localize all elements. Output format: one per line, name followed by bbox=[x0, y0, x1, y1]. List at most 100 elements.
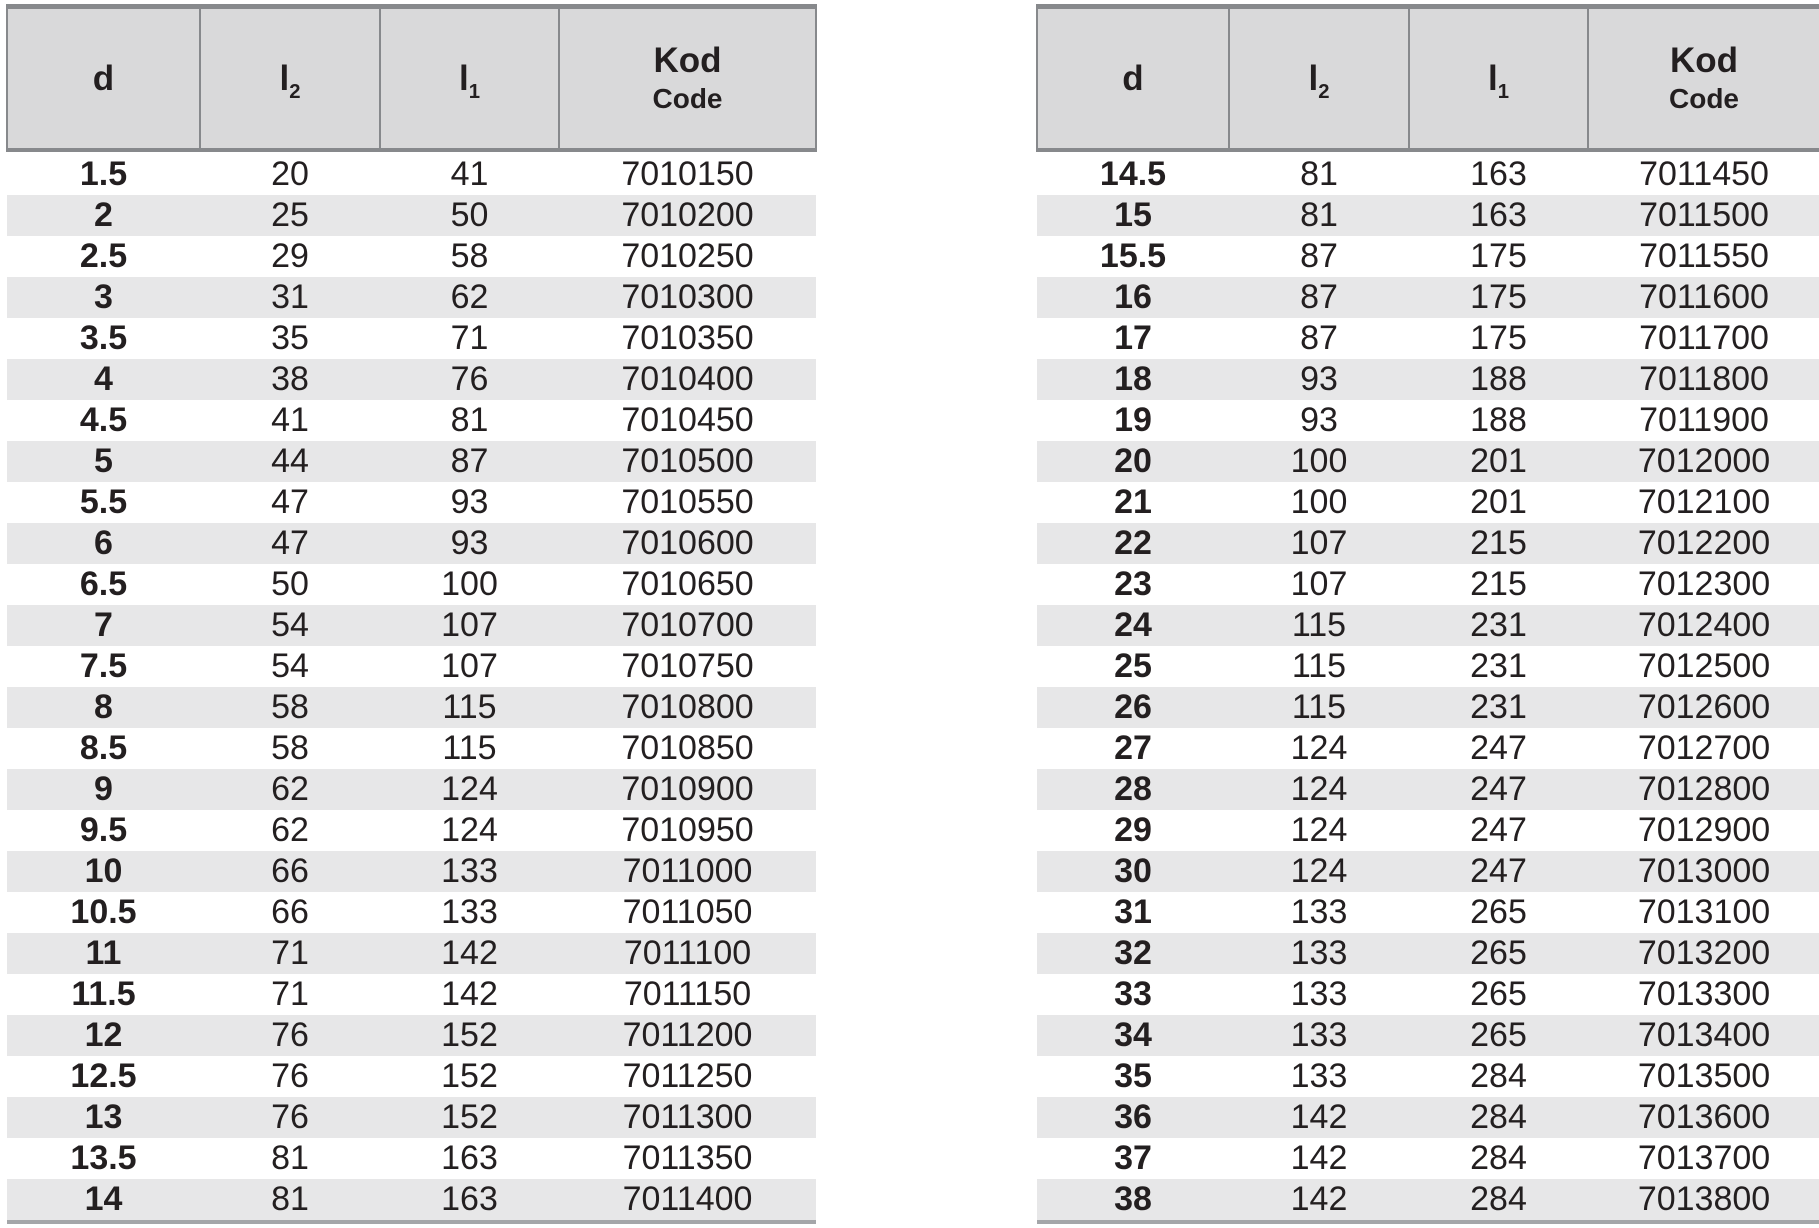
header-kod: Kod Code bbox=[1587, 4, 1819, 152]
cell-l1: 175 bbox=[1470, 278, 1527, 316]
table-row: 14.5 81 163 7011450 bbox=[1037, 150, 1819, 195]
cell-d: 5.5 bbox=[79, 483, 128, 521]
cell-d: 10.5 bbox=[70, 893, 137, 931]
cell-code: 7013600 bbox=[1637, 1098, 1771, 1136]
cell-l1: 115 bbox=[442, 688, 497, 726]
left-table-body: 1.5 20 41 7010150 2 25 50 7010200 2.5 29 58 7010250… bbox=[7, 150, 816, 1224]
cell-l1: 231 bbox=[1470, 688, 1527, 726]
cell-d: 7 bbox=[94, 606, 113, 644]
cell-l2: 76 bbox=[271, 1057, 309, 1095]
cell-code: 7012900 bbox=[1637, 811, 1771, 849]
cell-l2: 124 bbox=[1290, 729, 1348, 767]
cell-l1: 115 bbox=[442, 729, 497, 767]
cell-d: 26 bbox=[1114, 688, 1152, 726]
cell-d: 36 bbox=[1114, 1098, 1152, 1136]
cell-d: 17 bbox=[1114, 319, 1152, 357]
table-row: 16 87 175 7011600 bbox=[1037, 277, 1819, 318]
table-row: 30 124 247 7013000 bbox=[1037, 851, 1819, 892]
cell-d: 30 bbox=[1114, 852, 1152, 890]
table-row: 4.5 41 81 7010450 bbox=[7, 400, 816, 441]
cell-d: 7.5 bbox=[79, 647, 128, 685]
cell-l2: 29 bbox=[271, 237, 309, 275]
header-l2-label: l bbox=[279, 58, 290, 98]
table-row: 15.5 87 175 7011550 bbox=[1037, 236, 1819, 277]
cell-d: 8.5 bbox=[79, 729, 128, 767]
cell-l1: 41 bbox=[450, 155, 489, 193]
cell-l2: 76 bbox=[271, 1016, 309, 1054]
cell-l2: 133 bbox=[1290, 934, 1348, 972]
cell-code: 7010800 bbox=[621, 688, 754, 726]
header-l2: l2 bbox=[199, 4, 381, 152]
cell-d: 15 bbox=[1114, 196, 1152, 234]
cell-l1: 93 bbox=[450, 524, 489, 562]
table-row: 21 100 201 7012100 bbox=[1037, 482, 1819, 523]
cell-l1: 284 bbox=[1470, 1057, 1527, 1095]
cell-d: 9.5 bbox=[79, 811, 128, 849]
cell-code: 7013200 bbox=[1637, 934, 1771, 972]
cell-l1: 188 bbox=[1470, 401, 1527, 439]
cell-l2: 133 bbox=[1290, 1057, 1348, 1095]
cell-l1: 201 bbox=[1470, 442, 1527, 480]
cell-l2: 54 bbox=[271, 606, 309, 644]
cell-code: 7013500 bbox=[1637, 1057, 1771, 1095]
table-row: 18 93 188 7011800 bbox=[1037, 359, 1819, 400]
cell-l1: 265 bbox=[1470, 893, 1527, 931]
header-code-label: Code bbox=[1669, 82, 1739, 114]
cell-d: 2 bbox=[94, 196, 113, 234]
cell-code: 7012700 bbox=[1637, 729, 1771, 767]
cell-l2: 25 bbox=[271, 196, 309, 234]
header-kod: Kod Code bbox=[558, 4, 817, 152]
right-table-header: d l2 l1 Kod Code bbox=[1036, 4, 1819, 152]
table-row: 17 87 175 7011700 bbox=[1037, 318, 1819, 359]
cell-l2: 47 bbox=[271, 483, 309, 521]
header-l2-label: l bbox=[1308, 58, 1319, 98]
cell-code: 7012100 bbox=[1637, 483, 1771, 521]
cell-code: 7012000 bbox=[1637, 442, 1771, 480]
cell-l1: 163 bbox=[1470, 155, 1527, 193]
cell-d: 27 bbox=[1114, 729, 1152, 767]
cell-l2: 107 bbox=[1290, 565, 1348, 603]
cell-l1: 100 bbox=[441, 565, 498, 603]
cell-l2: 58 bbox=[271, 688, 309, 726]
cell-d: 11 bbox=[85, 934, 122, 972]
cell-l2: 41 bbox=[271, 401, 309, 439]
cell-l2: 124 bbox=[1290, 770, 1348, 808]
cell-d: 37 bbox=[1114, 1139, 1152, 1177]
cell-code: 7011800 bbox=[1639, 360, 1769, 398]
table-row: 35 133 284 7013500 bbox=[1037, 1056, 1819, 1097]
cell-l2: 66 bbox=[271, 893, 309, 931]
table-row: 4 38 76 7010400 bbox=[7, 359, 816, 400]
cell-l2: 38 bbox=[271, 360, 309, 398]
table-row: 13 76 152 7011300 bbox=[7, 1097, 816, 1138]
header-row: d l2 l1 Kod Code bbox=[1036, 4, 1819, 152]
cell-l2: 142 bbox=[1290, 1098, 1348, 1136]
cell-code: 7011250 bbox=[622, 1057, 753, 1095]
header-l1-label: l bbox=[458, 58, 469, 98]
cell-l1: 231 bbox=[1470, 606, 1527, 644]
table-row: 31 133 265 7013100 bbox=[1037, 892, 1819, 933]
cell-l2: 133 bbox=[1290, 893, 1348, 931]
table-row: 6.5 50 100 7010650 bbox=[7, 564, 816, 605]
cell-l1: 71 bbox=[450, 319, 489, 357]
cell-l1: 76 bbox=[450, 360, 489, 398]
cell-l1: 265 bbox=[1470, 975, 1527, 1013]
cell-d: 16 bbox=[1114, 278, 1152, 316]
cell-l2: 124 bbox=[1290, 811, 1348, 849]
table-row: 7 54 107 7010700 bbox=[7, 605, 816, 646]
header-l1-subscript: 1 bbox=[468, 80, 480, 103]
cell-l1: 93 bbox=[450, 483, 489, 521]
table-row: 12.5 76 152 7011250 bbox=[7, 1056, 816, 1097]
cell-l1: 133 bbox=[441, 852, 498, 890]
cell-l1: 142 bbox=[441, 975, 498, 1013]
table-row: 10.5 66 133 7011050 bbox=[7, 892, 816, 933]
cell-l1: 231 bbox=[1470, 647, 1527, 685]
table-row: 13.5 81 163 7011350 bbox=[7, 1138, 816, 1179]
cell-l1: 163 bbox=[441, 1139, 498, 1177]
cell-code: 7012200 bbox=[1637, 524, 1771, 562]
table-row: 36 142 284 7013600 bbox=[1037, 1097, 1819, 1138]
cell-l1: 284 bbox=[1470, 1098, 1527, 1136]
cell-l1: 215 bbox=[1470, 565, 1527, 603]
cell-code: 7013100 bbox=[1637, 893, 1771, 931]
cell-l2: 71 bbox=[271, 934, 309, 972]
spec-table-left: d l2 l1 Kod Code 1.5 20 41 7010150 2 25 50 7010… bbox=[6, 4, 817, 1224]
